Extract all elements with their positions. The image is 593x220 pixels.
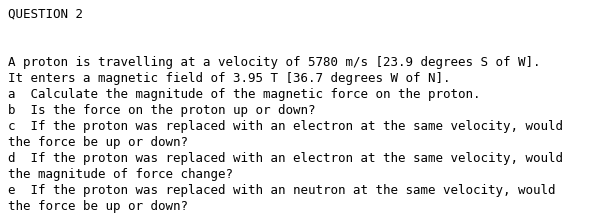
Text: the force be up or down?: the force be up or down? [8,136,188,149]
Text: a  Calculate the magnitude of the magnetic force on the proton.: a Calculate the magnitude of the magneti… [8,88,480,101]
Text: It enters a magnetic field of 3.95 T [36.7 degrees W of N].: It enters a magnetic field of 3.95 T [36… [8,72,451,85]
Text: A proton is travelling at a velocity of 5780 m/s [23.9 degrees S of W].: A proton is travelling at a velocity of … [8,56,540,69]
Text: the force be up or down?: the force be up or down? [8,200,188,213]
Text: d  If the proton was replaced with an electron at the same velocity, would: d If the proton was replaced with an ele… [8,152,563,165]
Text: the magnitude of force change?: the magnitude of force change? [8,168,233,181]
Text: e  If the proton was replaced with an neutron at the same velocity, would: e If the proton was replaced with an neu… [8,184,556,197]
Text: c  If the proton was replaced with an electron at the same velocity, would: c If the proton was replaced with an ele… [8,120,563,133]
Text: QUESTION 2: QUESTION 2 [8,8,83,21]
Text: b  Is the force on the proton up or down?: b Is the force on the proton up or down? [8,104,315,117]
